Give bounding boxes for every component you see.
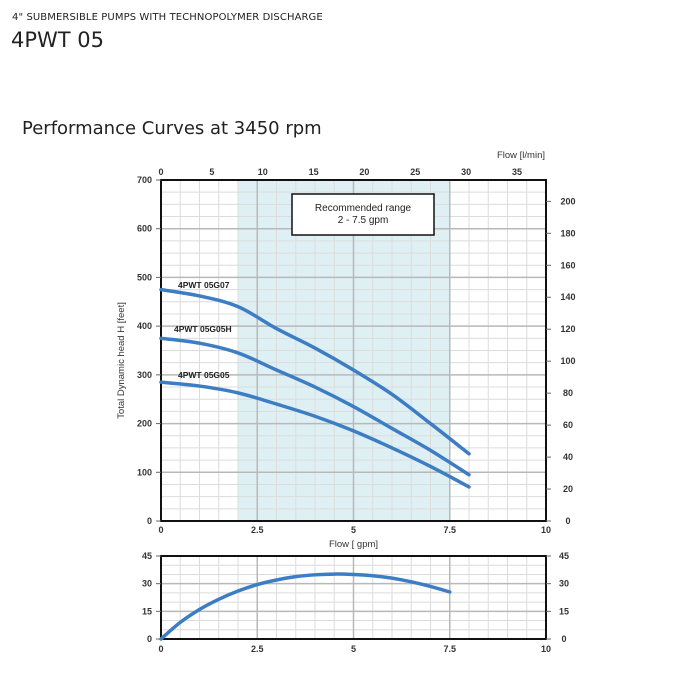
y-tick-label: 400: [137, 321, 152, 331]
head-curve-4pwt-05g07: [159, 287, 471, 456]
curve-label: 4PWT 05G05: [178, 370, 230, 380]
eff-y2-tick-label: 0: [561, 634, 566, 644]
head-curve-4pwt-05g05h: [159, 336, 471, 477]
eff-y-tick-label: 30: [142, 579, 152, 589]
eff-y-tick-label: 0: [147, 634, 152, 644]
y-tick-label: 300: [137, 370, 152, 380]
eff-x-tick-label: 10: [541, 644, 551, 654]
x2-tick-label: 10: [258, 167, 268, 177]
eff-x-tick-label: 2.5: [251, 644, 264, 654]
y-tick-label: 200: [137, 419, 152, 429]
y2-tick-label: 120: [560, 324, 575, 334]
head-curve-4pwt-05g05: [159, 380, 471, 489]
y2-tick-label: 100: [560, 356, 575, 366]
y-axis-label: Total Dynamic head H [feet]: [116, 302, 127, 419]
eff-y-tick-label: 15: [142, 606, 152, 616]
x-tick-label: 7.5: [443, 525, 456, 535]
x-tick-label: 5: [351, 525, 356, 535]
y2-tick-label: 20: [563, 484, 573, 494]
y2-tick-label: 140: [560, 292, 575, 302]
eff-x-tick-label: 7.5: [443, 644, 456, 654]
y-tick-label: 0: [147, 516, 152, 526]
eff-x-tick-label: 0: [158, 644, 163, 654]
y2-tick-label: 180: [560, 228, 575, 238]
eff-x-tick-label: 5: [351, 644, 356, 654]
y-tick-label: 600: [137, 224, 152, 234]
x-tick-label: 0: [158, 525, 163, 535]
y2-tick-label: 160: [560, 260, 575, 270]
y2-tick-label: 40: [563, 452, 573, 462]
x2-tick-label: 30: [461, 167, 471, 177]
page-subtitle: 4" SUBMERSIBLE PUMPS WITH TECHNOPOLYMER …: [12, 12, 323, 23]
y-tick-label: 500: [137, 272, 152, 282]
x2-axis-label: Flow [l/min]: [497, 150, 545, 161]
y-tick-label: 100: [137, 467, 152, 477]
y2-tick-label: 0: [565, 516, 570, 526]
x-tick-label: 10: [541, 525, 551, 535]
y-tick-label: 700: [137, 175, 152, 185]
section-title: Performance Curves at 3450 rpm: [22, 118, 322, 139]
x2-tick-label: 5: [209, 167, 214, 177]
eff-y2-tick-label: 30: [559, 579, 569, 589]
efficiency-curve: [159, 572, 452, 641]
y2-tick-label: 60: [563, 420, 573, 430]
x2-tick-label: 25: [410, 167, 420, 177]
curve-label: 4PWT 05G07: [178, 280, 230, 290]
y2-tick-label: 200: [560, 196, 575, 206]
eff-y2-tick-label: 45: [559, 551, 569, 561]
x-tick-label: 2.5: [251, 525, 264, 535]
x2-tick-label: 0: [158, 167, 163, 177]
efficiency-frame: [160, 555, 547, 640]
recommended-range-box: [291, 193, 435, 236]
x-axis-label: Flow [ gpm]: [329, 539, 378, 550]
model-title: 4PWT 05: [11, 28, 105, 52]
eff-y2-tick-label: 15: [559, 606, 569, 616]
curve-label: 4PWT 05G05H: [174, 324, 232, 334]
recommended-range-label: Recommended range: [315, 203, 412, 214]
y2-tick-label: 80: [563, 388, 573, 398]
eff-y-tick-label: 45: [142, 551, 152, 561]
x2-tick-label: 35: [512, 167, 522, 177]
plot-frame: [160, 179, 547, 522]
x2-tick-label: 20: [359, 167, 369, 177]
recommended-range-value: 2 - 7.5 gpm: [338, 215, 389, 226]
x2-tick-label: 15: [309, 167, 319, 177]
